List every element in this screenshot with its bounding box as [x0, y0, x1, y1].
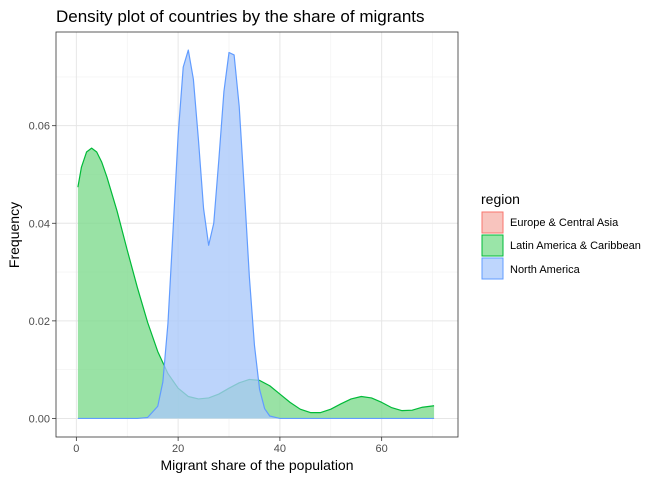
x-tick-label: 40 — [274, 443, 286, 455]
panel-border — [55, 31, 459, 438]
density-line-north-america — [77, 49, 435, 420]
y-tick-label: 0.00 — [29, 413, 50, 425]
legend: region Europe & Central Asia Latin Ameri… — [481, 191, 641, 280]
y-tick-label: 0.02 — [29, 316, 50, 328]
y-tick-label: 0.06 — [29, 121, 50, 133]
chart-title: Density plot of countries by the share o… — [56, 7, 425, 26]
y-axis: 0.00 0.02 0.04 0.06 — [29, 121, 56, 425]
plot-panel — [55, 31, 459, 438]
legend-key-north-america — [481, 257, 504, 280]
y-axis-title: Frequency — [6, 202, 22, 268]
legend-label-latin-america-caribbean: Latin America & Caribbean — [510, 240, 641, 252]
legend-label-north-america: North America — [510, 264, 581, 276]
density-area-latin-america-caribbean — [77, 148, 435, 419]
x-axis: 0 20 40 60 — [73, 437, 388, 455]
x-axis-title: Migrant share of the population — [160, 457, 353, 473]
y-tick-label: 0.04 — [29, 218, 50, 230]
legend-key-latin-america-caribbean — [481, 234, 504, 257]
x-tick-label: 60 — [376, 443, 388, 455]
legend-title: region — [481, 191, 520, 207]
x-tick-label: 0 — [73, 443, 79, 455]
x-tick-label: 20 — [172, 443, 184, 455]
legend-label-europe-central-asia: Europe & Central Asia — [510, 217, 619, 229]
legend-key-europe-central-asia — [481, 211, 504, 234]
density-areas — [77, 49, 435, 420]
